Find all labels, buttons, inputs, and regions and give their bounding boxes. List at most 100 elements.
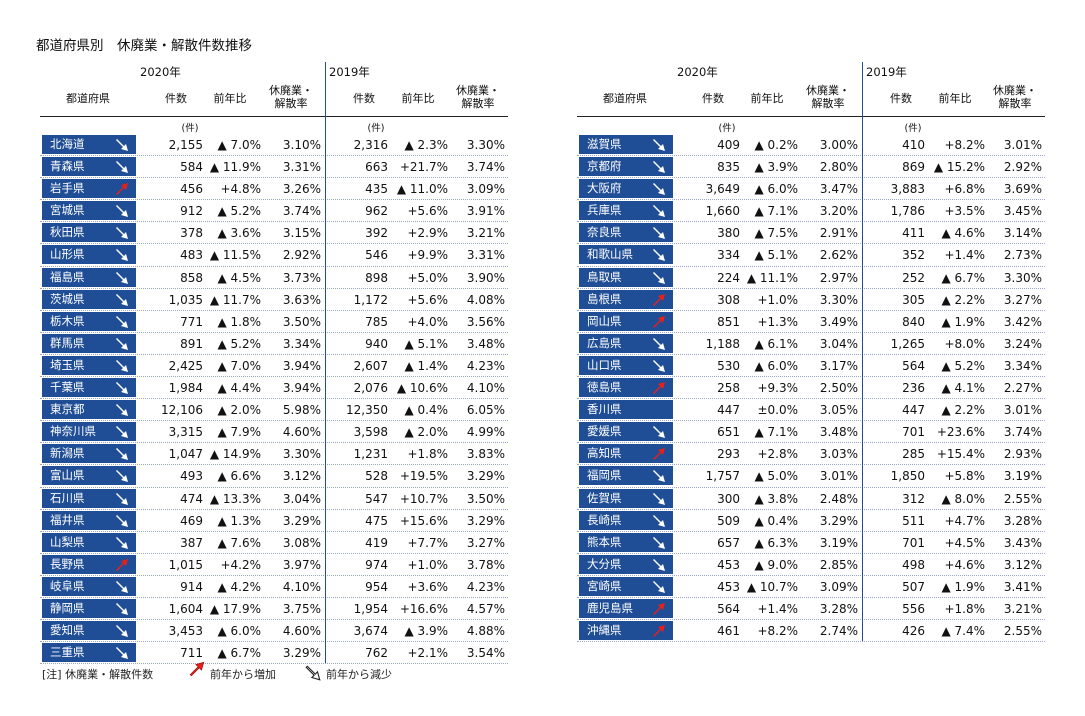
header-count-2019: 件数 xyxy=(353,92,375,105)
yoy-2020-cell: ▲ 4.4% xyxy=(217,381,261,396)
rate-2019-cell: 3.14% xyxy=(1003,226,1042,241)
table-row: 石川県 474 ▲ 13.3% 3.04% 547 +10.7% 3.50% xyxy=(40,488,508,510)
prefecture-cell: 大分県 xyxy=(579,554,673,574)
rate-2020-cell: 3.34% xyxy=(282,336,321,351)
prefecture-cell: 岡山県 xyxy=(579,311,673,331)
count-2020-cell: 300 xyxy=(717,491,740,506)
prefecture-name: 大阪府 xyxy=(587,181,622,196)
table-row: 岩手県 456 +4.8% 3.26% 435 ▲ 11.0% 3.09% xyxy=(40,178,508,201)
rate-2020-cell: 3.97% xyxy=(282,557,321,572)
count-2020-cell: 891 xyxy=(180,336,203,351)
column-headers: 都道府県 件数 前年比 休廃業・ 解散率 件数 前年比 休廃業・ 解散率 xyxy=(577,80,1045,117)
yoy-2020-cell: ▲ 6.7% xyxy=(217,646,261,661)
up-arrow-icon xyxy=(653,602,665,615)
rate-2019-cell: 2.55% xyxy=(1003,491,1042,506)
down-arrow-icon xyxy=(653,492,665,505)
count-2019-cell: 528 xyxy=(365,469,388,484)
yoy-2019-cell: ▲ 2.3% xyxy=(404,138,448,152)
table-row: 岐阜県 914 ▲ 4.2% 4.10% 954 +3.6% 4.23% xyxy=(40,576,508,598)
yoy-2020-cell: ▲ 7.9% xyxy=(217,425,261,440)
unit-row: (件) (件) xyxy=(40,117,508,134)
yoy-2019-cell: ▲ 1.9% xyxy=(941,314,985,329)
count-2020-cell: 469 xyxy=(180,513,203,528)
legend-up-label: 前年から増加 xyxy=(210,668,276,681)
yoy-2019-cell: ▲ 3.9% xyxy=(404,624,448,639)
prefecture-name: 富山県 xyxy=(50,468,85,483)
rate-2019-cell: 3.01% xyxy=(1003,403,1042,418)
yoy-2020-cell: ▲ 6.3% xyxy=(754,535,798,550)
prefecture-name: 北海道 xyxy=(50,137,85,151)
yoy-2020-cell: ▲ 14.9% xyxy=(209,447,261,462)
yoy-2019-cell: ▲ 2.2% xyxy=(941,403,985,418)
yoy-2019-cell: +16.6% xyxy=(399,601,448,616)
down-arrow-icon xyxy=(116,139,128,151)
rate-2019-cell: 3.42% xyxy=(1003,314,1042,329)
rate-2020-cell: 2.80% xyxy=(819,160,858,175)
yoy-2019-cell: +1.4% xyxy=(944,248,985,263)
prefecture-name: 埼玉県 xyxy=(50,357,85,372)
page-title: 都道府県別 休廃業・解散件数推移 xyxy=(36,38,252,54)
rate-2019-cell: 3.19% xyxy=(1003,469,1042,484)
prefecture-cell: 奈良県 xyxy=(579,223,673,243)
rate-2020-cell: 3.08% xyxy=(282,535,321,550)
rate-2019-cell: 4.08% xyxy=(466,292,505,307)
prefecture-name: 和歌山県 xyxy=(587,247,633,262)
yoy-2020-cell: ▲ 4.2% xyxy=(217,579,261,594)
down-arrow-icon xyxy=(653,161,665,174)
rate-2020-cell: 3.05% xyxy=(819,403,858,418)
header-yoy-2020: 前年比 xyxy=(750,92,784,105)
count-2020-cell: 1,757 xyxy=(705,469,740,484)
rate-2020-cell: 4.60% xyxy=(282,624,321,639)
yoy-2020-cell: ▲ 5.1% xyxy=(754,248,798,263)
yoy-2019-cell: +3.5% xyxy=(944,204,985,219)
rate-2020-cell: 3.12% xyxy=(282,469,321,484)
down-arrow-icon xyxy=(116,315,128,328)
yoy-2019-cell: +4.7% xyxy=(944,513,985,528)
count-2019-cell: 1,231 xyxy=(353,447,388,462)
table-row: 兵庫県 1,660 ▲ 7.1% 3.20% 1,786 +3.5% 3.45% xyxy=(577,200,1045,223)
rate-2019-cell: 3.31% xyxy=(466,248,505,263)
yoy-2020-cell: ▲ 3.6% xyxy=(217,226,261,241)
count-2020-cell: 584 xyxy=(180,160,203,175)
prefecture-cell: 滋賀県 xyxy=(579,135,673,154)
yoy-2019-cell: +5.6% xyxy=(407,292,448,307)
rate-2019-cell: 3.50% xyxy=(466,491,505,506)
yoy-2020-cell: ▲ 11.5% xyxy=(209,248,261,263)
yoy-2019-cell: ▲ 10.6% xyxy=(396,381,448,396)
count-2019-cell: 762 xyxy=(365,646,388,661)
down-arrow-icon xyxy=(653,514,665,527)
table-row: 宮城県 912 ▲ 5.2% 3.74% 962 +5.6% 3.91% xyxy=(40,200,508,223)
table-row: 高知県 293 +2.8% 3.03% 285 +15.4% 2.93% xyxy=(577,443,1045,466)
table-row: 鳥取県 224 ▲ 11.1% 2.97% 252 ▲ 6.7% 3.30% xyxy=(577,267,1045,289)
rate-2020-cell: 3.75% xyxy=(282,601,321,616)
count-2019-cell: 285 xyxy=(902,447,925,462)
up-arrow-icon xyxy=(653,382,665,395)
prefecture-cell: 埼玉県 xyxy=(42,355,136,375)
prefecture-name: 静岡県 xyxy=(50,600,85,615)
prefecture-cell: 徳島県 xyxy=(579,378,673,398)
rate-2019-cell: 3.29% xyxy=(466,513,505,528)
table-row: 東京都 12,106 ▲ 2.0% 5.98% 12,350 ▲ 0.4% 6.05% xyxy=(40,399,508,422)
down-arrow-icon xyxy=(116,492,128,505)
down-arrow-icon xyxy=(653,470,665,483)
yoy-2020-cell: +1.3% xyxy=(757,314,798,329)
prefecture-name: 群馬県 xyxy=(50,335,85,350)
rate-2019-cell: 3.56% xyxy=(466,314,505,329)
rate-2019-cell: 2.73% xyxy=(1003,248,1042,263)
year-row: 2020年 2019年 xyxy=(40,62,508,80)
count-2019-cell: 392 xyxy=(365,226,388,241)
table-row: 北海道 2,155 ▲ 7.0% 3.10% 2,316 ▲ 2.3% 3.30% xyxy=(40,134,508,157)
count-2019-cell: 1,172 xyxy=(353,292,388,307)
table-row: 栃木県 771 ▲ 1.8% 3.50% 785 +4.0% 3.56% xyxy=(40,311,508,333)
rate-2020-cell: 3.26% xyxy=(282,182,321,197)
prefecture-cell: 京都府 xyxy=(579,157,673,177)
count-2019-cell: 410 xyxy=(902,138,925,152)
yoy-2020-cell: ▲ 6.0% xyxy=(754,358,798,373)
rate-2020-cell: 2.97% xyxy=(819,270,858,285)
table-row: 島根県 308 +1.0% 3.30% 305 ▲ 2.2% 3.27% xyxy=(577,289,1045,311)
prefecture-name: 東京都 xyxy=(50,402,85,417)
rate-2020-cell: 3.17% xyxy=(819,358,858,373)
count-2020-cell: 1,604 xyxy=(168,601,203,616)
table-row: 愛知県 3,453 ▲ 6.0% 4.60% 3,674 ▲ 3.9% 4.88% xyxy=(40,620,508,643)
rate-2020-cell: 2.48% xyxy=(819,491,858,506)
